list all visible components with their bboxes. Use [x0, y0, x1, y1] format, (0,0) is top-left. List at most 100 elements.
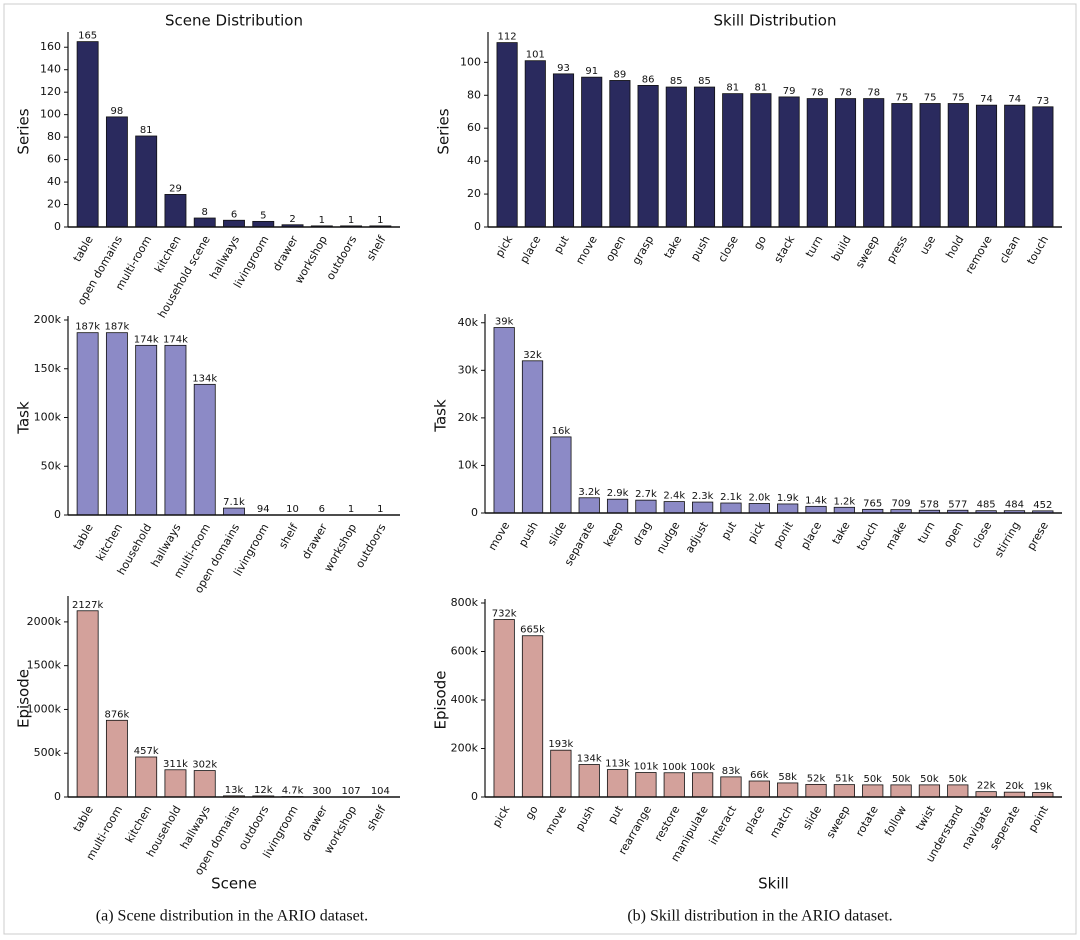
- x-tick-label: table: [71, 233, 96, 264]
- value-label: 193k: [548, 739, 573, 750]
- value-label: 78: [839, 88, 852, 99]
- bar: [890, 784, 912, 798]
- y-tick-label: 120: [40, 85, 61, 98]
- value-label: 51k: [835, 774, 854, 785]
- x-tick-label: interact: [707, 803, 740, 847]
- value-label: 2.0k: [748, 492, 770, 503]
- value-label: 58k: [778, 772, 797, 783]
- value-label: 50k: [863, 774, 882, 785]
- y-tick-label: 40k: [458, 316, 479, 329]
- bar: [891, 103, 913, 228]
- value-label: 81: [726, 83, 739, 94]
- x-tick-label: restore: [652, 803, 683, 843]
- x-tick-label: match: [767, 803, 796, 840]
- y-tick-label: 2000k: [27, 615, 62, 628]
- x-tick-label: prese: [1024, 519, 1051, 552]
- x-tick-label: drawer: [299, 803, 330, 843]
- bar: [806, 98, 828, 228]
- chart: Task 0 50k 100k 150k 200k 187k table 187k kitchen…: [15, 313, 400, 595]
- x-tick-label: kitchen: [123, 803, 155, 845]
- bar: [193, 383, 216, 516]
- x-axis-label: Scene: [211, 875, 257, 893]
- x-tick-label: clean: [997, 233, 1023, 265]
- x-tick-label: close: [969, 519, 995, 550]
- value-label: 165: [78, 31, 97, 42]
- bar: [748, 503, 770, 514]
- value-label: 93: [557, 63, 570, 74]
- value-label: 101k: [633, 762, 658, 773]
- bar: [578, 764, 600, 798]
- value-label: 101: [526, 50, 545, 61]
- bar: [606, 498, 629, 514]
- x-tick-label: adjust: [683, 519, 711, 555]
- bar: [833, 784, 855, 798]
- bar: [493, 327, 515, 514]
- x-tick-label: touch: [854, 519, 881, 552]
- value-label: 112: [498, 32, 517, 43]
- bar: [665, 86, 687, 228]
- x-axis-label: Skill: [758, 875, 789, 893]
- x-tick-label: open: [603, 233, 628, 263]
- bar: [919, 103, 941, 228]
- value-label: 577: [948, 499, 967, 510]
- bar: [1004, 104, 1026, 228]
- y-tick-label: 40: [47, 175, 61, 188]
- bar: [975, 104, 998, 228]
- x-tick-label: take: [661, 233, 684, 260]
- y-axis-label: Task: [15, 401, 33, 435]
- bar: [863, 98, 885, 228]
- bar: [135, 344, 158, 516]
- value-label: 187k: [104, 322, 129, 333]
- bar: [493, 619, 515, 798]
- bar: [805, 783, 827, 798]
- value-label: 578: [920, 499, 939, 510]
- value-label: 12k: [254, 785, 273, 796]
- bar: [521, 635, 544, 798]
- y-tick-label: 800k: [451, 596, 479, 609]
- x-tick-label: open: [941, 519, 966, 549]
- value-label: 8: [202, 207, 208, 218]
- y-tick-label: 500k: [34, 746, 62, 759]
- x-tick-label: pick: [493, 233, 516, 259]
- x-tick-label: turn: [915, 519, 938, 545]
- x-tick-label: use: [917, 233, 938, 257]
- y-tick-label: 60: [467, 121, 481, 134]
- frame: [3, 3, 1077, 935]
- bar: [862, 784, 884, 798]
- y-tick-label: 200k: [34, 313, 62, 326]
- y-tick-label: 20: [47, 198, 61, 211]
- x-tick-label: build: [829, 234, 854, 264]
- value-label: 174k: [134, 334, 159, 345]
- value-label: 3.2k: [578, 487, 600, 498]
- value-label: 91: [585, 66, 598, 77]
- x-tick-label: put: [551, 233, 572, 256]
- value-label: 876k: [104, 709, 129, 720]
- value-label: 104: [371, 786, 390, 797]
- x-tick-label: touch: [1024, 233, 1051, 266]
- x-tick-label: drawer: [299, 521, 330, 561]
- bar: [223, 507, 245, 516]
- y-tick-label: 30k: [458, 363, 479, 376]
- bar: [975, 791, 997, 798]
- x-tick-label: place: [741, 803, 767, 835]
- value-label: 1.9k: [777, 493, 799, 504]
- x-tick-label: drawer: [270, 233, 301, 273]
- x-tick-label: move: [486, 519, 513, 552]
- x-tick-label: remove: [963, 233, 995, 276]
- x-tick-label: push: [516, 519, 541, 549]
- chart: Episode Scene 0 500k 1000k 1500k 2000k 2127k tab…: [15, 596, 400, 893]
- x-tick-label: shelf: [364, 233, 389, 263]
- x-tick-label: follow: [882, 804, 909, 839]
- value-label: 75: [896, 93, 909, 104]
- x-tick-label: kitchen: [94, 521, 126, 563]
- y-tick-label: 40: [467, 154, 481, 167]
- x-tick-label: place: [798, 519, 824, 551]
- value-label: 98: [111, 106, 124, 117]
- value-label: 89: [614, 69, 627, 80]
- value-label: 13k: [225, 785, 244, 796]
- value-label: 52k: [807, 773, 826, 784]
- value-label: 485: [977, 500, 996, 511]
- y-axis-label: Task: [432, 399, 450, 433]
- x-tick-label: close: [715, 233, 741, 264]
- value-label: 1: [348, 504, 354, 515]
